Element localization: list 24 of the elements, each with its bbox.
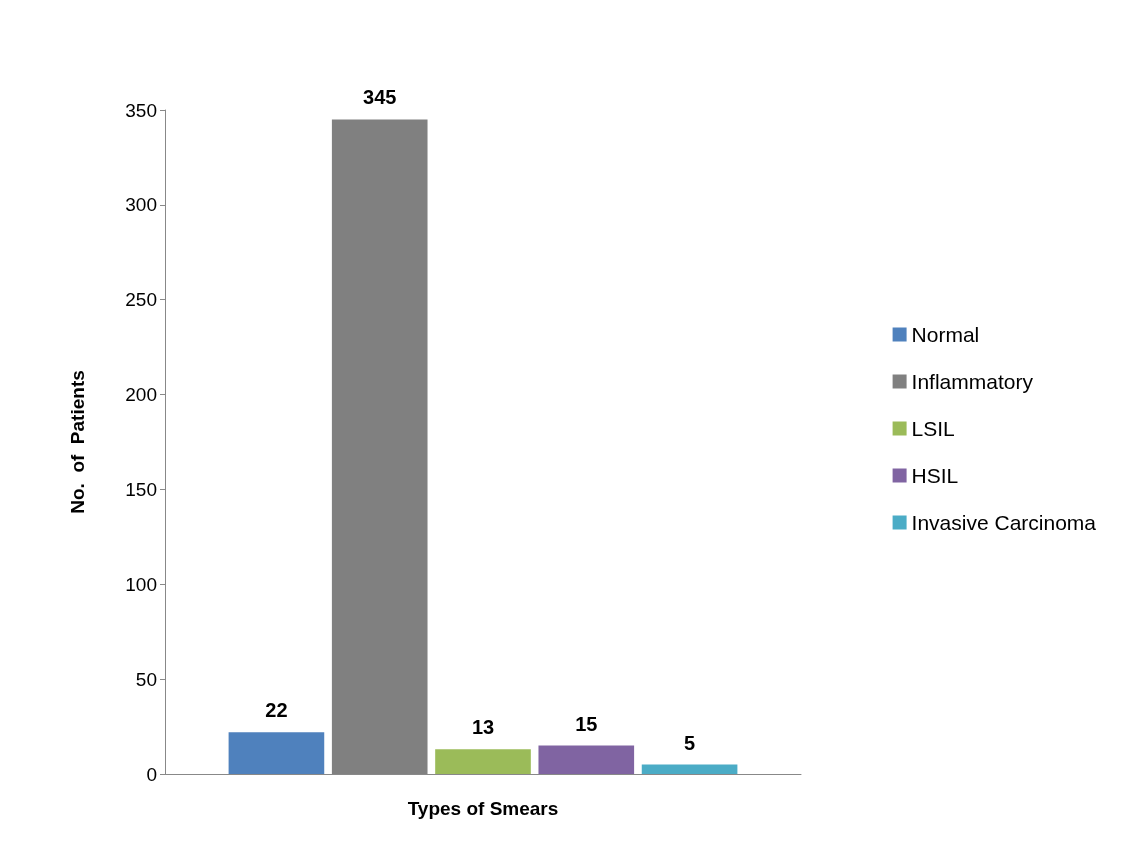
y-tick-label: 200 [125, 384, 157, 406]
legend-label: LSIL [911, 417, 955, 440]
x-axis-title: Types of Smears [407, 798, 559, 819]
y-tick-label: 50 [135, 668, 157, 690]
data-label: 345 [363, 86, 397, 109]
legend-label: Normal [911, 323, 980, 346]
legend-label: Invasive Carcinoma [911, 511, 1097, 534]
y-tick-label: 300 [125, 194, 157, 216]
y-tick-label: 100 [125, 573, 157, 595]
y-tick-label: 250 [125, 289, 157, 311]
y-tick-label: 350 [125, 99, 157, 121]
data-label: 13 [471, 716, 495, 739]
y-tick-label: 0 [146, 763, 157, 785]
bar [228, 732, 325, 774]
legend-label: Inflammatory [911, 370, 1034, 393]
data-label: 5 [684, 731, 696, 754]
bar [435, 749, 531, 774]
data-label: 15 [575, 712, 598, 735]
data-label: 22 [265, 699, 288, 722]
bar [538, 745, 635, 774]
y-tick-label: 150 [125, 478, 157, 500]
bar [641, 764, 738, 774]
y-axis-title: No. of Patients [67, 370, 88, 514]
legend-label: HSIL [911, 464, 959, 487]
